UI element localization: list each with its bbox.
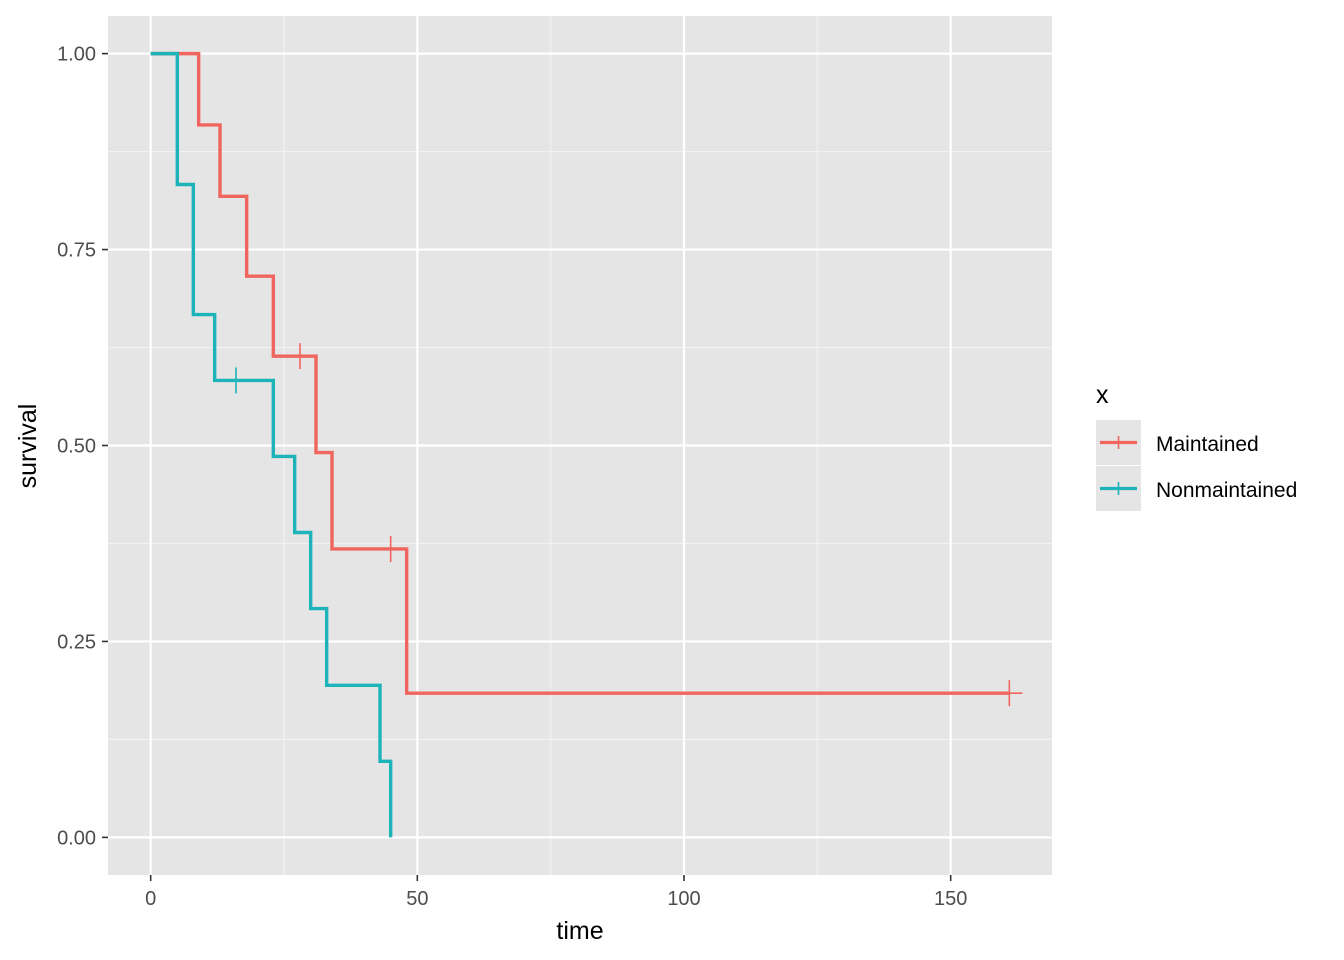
y-tick-label: 0.25 <box>57 631 96 653</box>
y-tick-label: 0.50 <box>57 436 96 458</box>
series-layer <box>150 51 1023 838</box>
y-tick-label: 1.00 <box>57 44 96 66</box>
y-tick-label: 0.00 <box>57 827 96 849</box>
y-axis: 0.00 0.25 0.50 0.75 1.00 <box>57 44 108 849</box>
x-tick-label: 150 <box>934 888 967 910</box>
x-axis: 0 50 100 150 <box>145 875 967 910</box>
x-axis-title: time <box>556 917 603 945</box>
grid-major <box>108 16 1052 875</box>
y-axis-title: survival <box>14 404 42 489</box>
x-tick-label: 100 <box>667 888 700 910</box>
x-tick-label: 0 <box>145 888 156 910</box>
y-tick-label: 0.75 <box>57 240 96 262</box>
legend-title: x <box>1096 381 1109 409</box>
series-line-maintained <box>150 51 1010 695</box>
x-tick-label: 50 <box>406 888 428 910</box>
series-line-nonmaintained <box>150 51 393 838</box>
legend-label-nonmaintained: Nonmaintained <box>1156 479 1297 502</box>
legend: x Maintained Nonmaintained <box>1096 381 1297 511</box>
legend-label-maintained: Maintained <box>1156 433 1259 456</box>
